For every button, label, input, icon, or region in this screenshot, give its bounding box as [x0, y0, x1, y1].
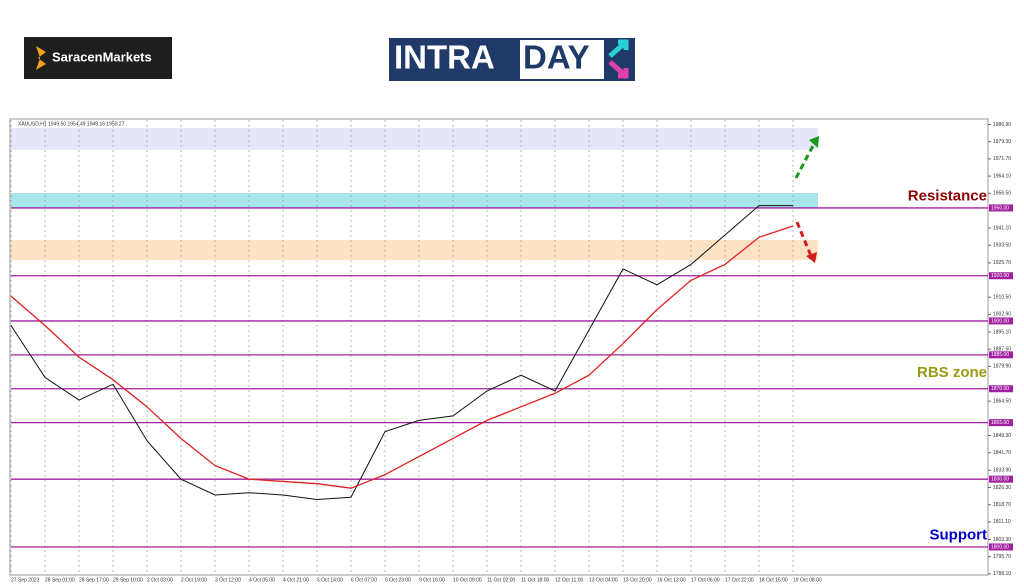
- chart-header: XAUUSD,H1 1949.50 1954.49 1949.16 1950.2…: [18, 121, 125, 127]
- brand-icon: [36, 46, 46, 70]
- y-tick-label: 1887.50: [993, 347, 1011, 353]
- x-tick-label: 12 Oct 11:00: [555, 577, 583, 583]
- x-tick-label: 11 Oct 02:00: [487, 577, 515, 583]
- x-tick-label: 2 Oct 03:00: [147, 577, 173, 583]
- y-tick-label: 1933.50: [993, 243, 1011, 249]
- x-tick-label: 4 Oct 21:00: [283, 577, 309, 583]
- level-label: 1885.00: [991, 352, 1009, 358]
- forecast-arrow-head: [809, 136, 819, 148]
- forecast-arrow: [794, 141, 817, 179]
- x-tick-label: 6 Oct 23:00: [385, 577, 411, 583]
- plot-frame: [9, 118, 989, 576]
- level-label: 1920.00: [991, 273, 1009, 279]
- level-label: 1830.00: [991, 476, 1009, 482]
- x-tick-label: 5 Oct 14:00: [317, 577, 343, 583]
- annotation: Resistance: [908, 188, 987, 205]
- y-tick-label: 1956.50: [993, 191, 1011, 197]
- level-tag: [989, 419, 1013, 427]
- annotation: Support: [930, 527, 988, 544]
- y-tick-label: 1879.90: [993, 364, 1011, 370]
- y-tick-label: 1979.30: [993, 139, 1011, 145]
- x-tick-label: 17 Oct 06:00: [691, 577, 720, 583]
- level-tag: [989, 317, 1013, 325]
- level-label: 1900.00: [991, 318, 1009, 324]
- level-label: 1855.00: [991, 420, 1009, 426]
- x-tick-label: 2 Oct 19:00: [181, 577, 207, 583]
- x-tick-label: 4 Oct 05:00: [249, 577, 275, 583]
- x-tick-label: 18 Oct 15:00: [759, 577, 788, 583]
- y-tick-label: 1925.70: [993, 260, 1011, 266]
- y-tick-label: 1818.70: [993, 502, 1011, 508]
- y-tick-label: 1864.50: [993, 399, 1011, 405]
- level-label: 1800.00: [991, 544, 1009, 550]
- brand-name: SaracenMarkets: [52, 49, 152, 64]
- forecast-arrow: [795, 221, 813, 257]
- arrow-icon: [608, 60, 629, 79]
- brand-logo: [24, 37, 172, 79]
- x-tick-label: 28 Sep 01:00: [45, 577, 75, 583]
- level-label: 1950.00: [991, 205, 1009, 211]
- level-tag: [989, 351, 1013, 359]
- y-tick-label: 1895.10: [993, 329, 1011, 335]
- intraday-text: DAY: [523, 39, 590, 76]
- level-tag: [989, 385, 1013, 393]
- y-tick-label: 1841.70: [993, 450, 1011, 456]
- x-tick-label: 13 Oct 20:00: [623, 577, 652, 583]
- annotation: RBS zone: [917, 364, 987, 381]
- price-zone: [11, 127, 818, 150]
- x-tick-label: 10 Oct 09:00: [453, 577, 482, 583]
- y-tick-label: 1795.70: [993, 554, 1011, 560]
- x-tick-label: 29 Sep 10:00: [113, 577, 143, 583]
- x-tick-label: 16 Oct 13:00: [657, 577, 686, 583]
- level-tag: [989, 543, 1013, 551]
- x-tick-label: 17 Oct 22:00: [725, 577, 754, 583]
- level-tag: [989, 475, 1013, 483]
- y-tick-label: 1803.30: [993, 537, 1011, 543]
- y-tick-label: 1849.30: [993, 433, 1011, 439]
- level-tag: [989, 272, 1013, 280]
- y-tick-label: 1971.70: [993, 156, 1011, 162]
- x-tick-label: 3 Oct 12:00: [215, 577, 241, 583]
- y-tick-label: 1788.10: [993, 571, 1011, 577]
- arrow-icon: [608, 39, 629, 58]
- y-tick-label: 1941.10: [993, 225, 1011, 231]
- x-tick-label: 27 Sep 2023: [11, 577, 40, 583]
- level-tag: [989, 204, 1013, 212]
- y-tick-label: 1833.90: [993, 468, 1011, 474]
- series-line: [10, 205, 793, 501]
- x-tick-label: 11 Oct 18:00: [521, 577, 549, 583]
- x-tick-label: 13 Oct 04:00: [589, 577, 618, 583]
- level-label: 1870.00: [991, 386, 1009, 392]
- intraday-text: INTRA: [394, 39, 495, 76]
- y-tick-label: 1811.10: [993, 519, 1011, 525]
- x-tick-label: 19 Oct 08:00: [793, 577, 822, 583]
- y-tick-label: 1902.90: [993, 312, 1011, 318]
- y-tick-label: 1986.90: [993, 122, 1011, 128]
- forecast-arrow-head: [806, 252, 817, 263]
- y-tick-label: 1910.50: [993, 295, 1011, 301]
- y-tick-label: 1826.30: [993, 485, 1011, 491]
- x-tick-label: 28 Sep 17:00: [79, 577, 109, 583]
- intraday-box: [520, 40, 604, 79]
- x-tick-label: 9 Oct 16:00: [419, 577, 445, 583]
- price-zone: [11, 240, 818, 260]
- series-line: [10, 225, 794, 489]
- y-tick-label: 1964.10: [993, 173, 1011, 179]
- price-zone: [11, 193, 818, 208]
- x-tick-label: 6 Oct 07:00: [351, 577, 377, 583]
